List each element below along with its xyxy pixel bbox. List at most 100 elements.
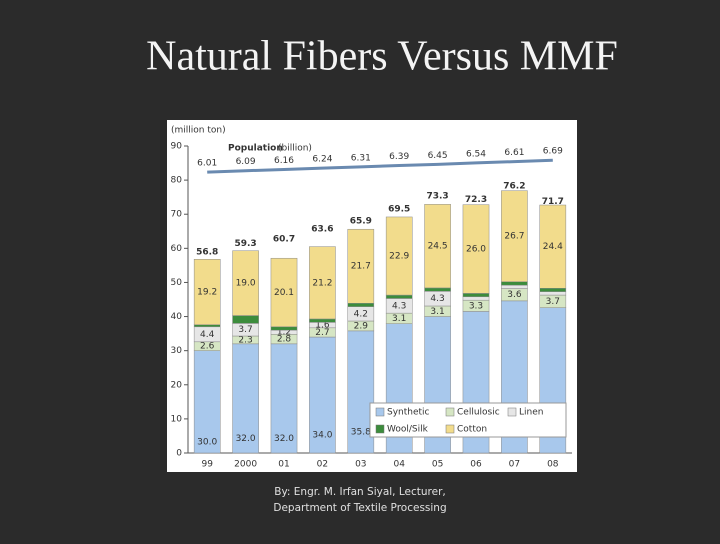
population-unit: (billion) [278,144,312,154]
y-axis-label: (million ton) [171,126,226,136]
data-label: 26.0 [466,245,486,255]
population-label: 6.54 [466,149,486,159]
bar-segment [347,228,375,304]
data-label: 2.9 [354,321,369,331]
legend-label: Cotton [457,425,487,435]
bar-segment [424,204,451,289]
bar-segment [424,287,451,292]
legend-box [369,402,567,438]
y-tick-label: 70 [171,210,183,220]
x-tick-label: 03 [355,460,366,470]
data-label: 34.0 [312,431,332,441]
data-label: 1.2 [277,328,291,338]
x-tick-label: 07 [509,460,520,470]
footer: Department of Textile Processing [273,502,446,514]
data-label: 2.7 [315,328,329,338]
population-label: 6.01 [197,159,217,169]
bar-segment [539,287,567,292]
total-label: 60.7 [273,234,295,244]
total-label: 72.3 [465,195,487,205]
legend-swatch [445,407,455,417]
bar-segment [232,315,259,324]
bar-segment [193,258,221,325]
x-tick-label: 02 [317,460,328,470]
total-label: 69.5 [388,204,410,214]
population-label: 6.61 [504,148,524,158]
data-label: 26.7 [504,232,524,242]
data-label: 3.1 [392,314,406,324]
bar-segment [193,324,221,328]
legend-swatch [507,407,517,417]
population-label: 6.16 [274,156,294,166]
bar-segment [462,293,490,298]
population-label: 6.39 [389,152,409,162]
bar-segment [309,246,336,320]
bar-segment [385,294,413,299]
total-label: 56.8 [196,248,218,258]
bar-segment [462,204,490,294]
data-label: 32.0 [236,434,256,444]
footer: By: Engr. M. Irfan Siyal, Lecturer, [274,486,445,498]
legend-label: Cellulosic [457,408,500,418]
y-tick-label: 80 [171,176,183,186]
data-label: 22.9 [389,252,409,262]
total-label: 65.9 [350,217,372,227]
bar-segment [462,296,490,301]
y-tick-label: 0 [176,449,182,459]
bar-segment [501,190,528,283]
population-label: 6.31 [351,153,371,163]
x-tick-label: 08 [547,460,559,470]
population-label: 6.69 [543,147,563,157]
total-label: 76.2 [503,182,525,192]
data-label: 3.7 [238,325,252,335]
bar-segment [270,326,298,331]
legend-swatch [445,424,455,434]
legend-swatch [375,407,385,417]
data-label: 2.8 [277,335,292,345]
data-label: 21.7 [351,262,371,272]
data-label: 20.1 [274,288,294,298]
population-label: 6.24 [312,155,332,165]
y-tick-label: 50 [171,278,183,288]
y-tick-label: 10 [171,414,183,424]
data-label: 3.6 [507,290,522,300]
data-label: 32.0 [274,434,294,444]
data-label: 24.4 [543,242,563,252]
bar-segment [347,303,375,307]
population-name: Population [228,144,283,154]
bar-segment [309,336,336,454]
data-label: 4.4 [200,330,215,340]
x-tick-label: 06 [470,460,482,470]
y-tick-label: 30 [171,346,183,356]
total-label: 71.7 [542,197,564,207]
data-label: 4.3 [430,294,444,304]
data-label: 4.3 [392,301,406,311]
x-tick-label: 05 [432,460,443,470]
data-label: 2.3 [238,335,252,345]
legend-label: Linen [519,408,543,418]
y-tick-label: 20 [171,380,183,390]
bar-segment [385,216,413,296]
bar-segment [539,204,567,289]
legend-swatch [375,424,385,434]
data-label: 24.5 [428,242,448,252]
x-tick-label: 2000 [234,460,257,470]
data-label: 3.7 [546,297,560,307]
bar-segment [539,291,567,296]
bar-segment [501,284,528,289]
y-tick-label: 90 [171,142,183,152]
y-tick-label: 60 [171,244,183,254]
bar-segment [270,257,298,328]
data-label: 2.6 [200,342,215,352]
data-label: 4.2 [354,309,368,319]
total-label: 73.3 [426,191,448,201]
bar-segment [232,343,259,454]
x-tick-label: 01 [278,460,289,470]
data-label: 30.0 [197,437,217,447]
x-tick-label: 04 [393,460,405,470]
data-label: 35.8 [351,427,371,437]
population-label: 6.09 [236,157,256,167]
population-line [207,158,553,174]
